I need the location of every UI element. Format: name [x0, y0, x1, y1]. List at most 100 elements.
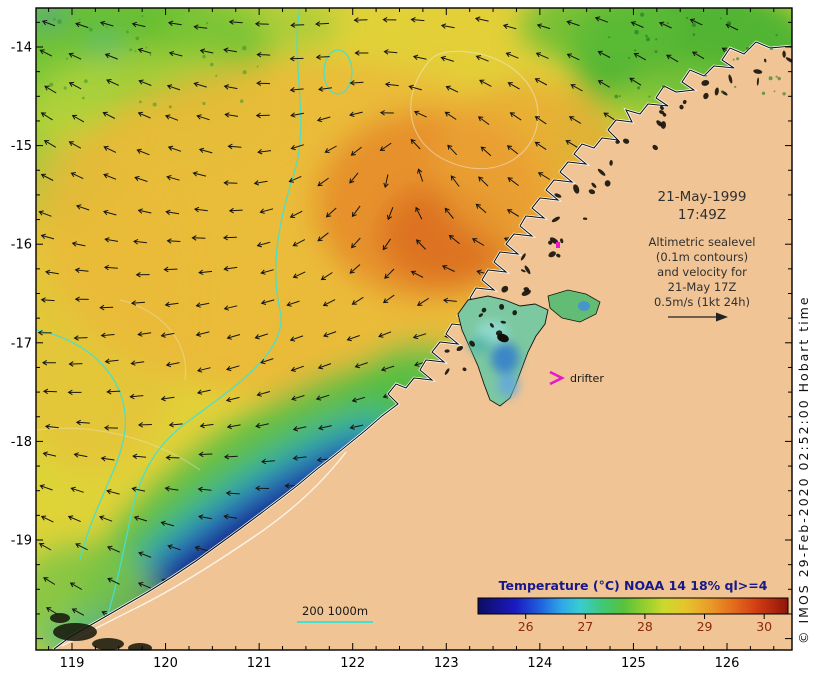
velocity-arrow [99, 304, 114, 311]
lat-tick-label: -19 [11, 534, 32, 549]
sst-speckle [686, 17, 689, 20]
velocity-arrow [166, 175, 180, 181]
velocity-arrow [382, 238, 392, 251]
velocity-arrow [104, 237, 119, 243]
coastal-dark-patches [50, 613, 152, 650]
sst-speckle [81, 96, 85, 100]
velocity-arrow [292, 455, 307, 461]
velocity-arrow [223, 265, 238, 272]
sst-speckle [720, 90, 724, 94]
velocity-arrow [137, 47, 152, 54]
velocity-arrow [289, 55, 304, 62]
velocity-arrow [134, 175, 148, 182]
sst-speckle [256, 65, 259, 68]
sst-speckle [645, 34, 648, 38]
velocity-arrow [129, 393, 144, 400]
velocity-arrow [137, 208, 152, 214]
sst-speckle [654, 50, 658, 54]
island [682, 99, 687, 105]
velocity-arrow [444, 111, 457, 120]
velocity-arrow [98, 515, 113, 522]
velocity-arrow [292, 271, 306, 279]
colorbar-tick-label: 27 [577, 619, 593, 634]
velocity-arrow [133, 238, 147, 245]
velocity-arrow [191, 235, 206, 241]
velocity-arrow [570, 84, 583, 92]
colorbar-title: Temperature (°C) NOAA 14 18% ql>=4 [499, 578, 768, 593]
velocity-arrow [255, 112, 270, 119]
velocity-arrow [254, 333, 268, 340]
sst-speckle [736, 57, 740, 61]
velocity-arrow [40, 233, 55, 240]
island [499, 304, 505, 310]
velocity-arrow [568, 116, 582, 124]
sst-speckle [655, 38, 658, 41]
velocity-arrow [68, 361, 83, 367]
velocity-arrow [223, 454, 238, 460]
velocity-arrow [197, 486, 212, 493]
sst-speckle [608, 36, 611, 39]
velocity-arrow [566, 20, 580, 27]
island [609, 160, 613, 166]
velocity-arrow [475, 55, 489, 62]
velocity-arrow [160, 395, 175, 402]
velocity-arrow [316, 116, 331, 123]
archipelago-islands [444, 50, 792, 375]
island [520, 253, 526, 261]
velocity-arrow [74, 296, 89, 302]
island [652, 144, 658, 151]
temperature-colorbar: Temperature (°C) NOAA 14 18% ql>=4 26 27 2… [477, 578, 789, 634]
island [623, 138, 630, 144]
sst-speckle [145, 46, 148, 49]
sst-speckle [646, 37, 650, 42]
island [481, 307, 487, 313]
velocity-arrow [317, 363, 332, 370]
island [703, 92, 709, 100]
island [597, 168, 606, 176]
velocity-arrow [130, 300, 145, 306]
date-line1: 21-May-1999 [658, 189, 747, 205]
velocity-arrow [475, 203, 487, 214]
sst-speckle [666, 22, 669, 25]
velocity-arrow [290, 144, 304, 151]
velocity-arrow [353, 17, 368, 23]
velocity-arrow [441, 265, 455, 272]
velocity-arrow [69, 582, 83, 590]
sst-speckle [634, 49, 637, 52]
sst-speckle [775, 75, 778, 78]
velocity-arrow [384, 268, 395, 279]
velocity-arrow [73, 452, 88, 458]
velocity-arrow [166, 84, 181, 91]
velocity-arrow [68, 52, 82, 60]
velocity-arrow [106, 79, 120, 86]
velocity-arrow [192, 171, 207, 177]
velocity-arrow [317, 177, 329, 187]
velocity-arrow [471, 238, 485, 246]
velocity-arrow [324, 145, 337, 153]
velocity-arrow [103, 173, 117, 180]
velocity-arrow [479, 79, 492, 87]
island [756, 77, 759, 86]
colorbar-tick-label: 28 [637, 619, 653, 634]
velocity-arrow [322, 331, 337, 338]
velocity-arrow [480, 146, 492, 157]
sst-speckle [691, 22, 697, 28]
velocity-arrow [380, 365, 395, 372]
velocity-arrow [354, 362, 368, 369]
velocity-arrow [44, 85, 57, 94]
lon-tick-label: 125 [621, 656, 646, 671]
island [728, 74, 733, 84]
sst-speckle [704, 74, 707, 77]
velocity-vector-field [37, 16, 739, 618]
velocity-arrow [256, 51, 271, 58]
velocity-arrow [104, 358, 119, 364]
velocity-arrow [259, 208, 274, 214]
island [554, 193, 562, 198]
sst-speckle [239, 99, 244, 103]
velocity-arrow [349, 111, 363, 117]
sst-speckle [648, 95, 651, 98]
sst-speckle [719, 17, 722, 20]
axis-ticks [36, 8, 792, 650]
sst-speckle [732, 58, 735, 61]
velocity-arrow [290, 22, 305, 28]
